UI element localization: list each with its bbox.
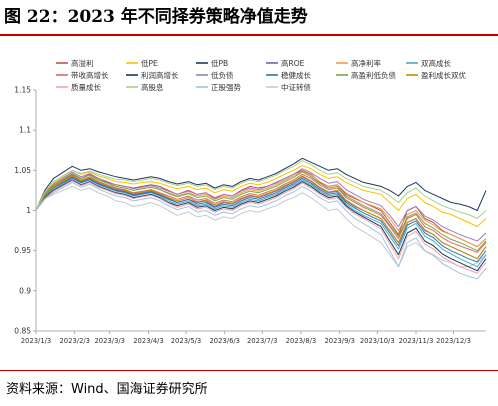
legend-label: 高溢利 bbox=[71, 58, 94, 68]
figure-title: 图 22：2023 年不同择券策略净值走势 bbox=[4, 7, 308, 27]
y-tick-label: 1.05 bbox=[14, 166, 31, 175]
footer-divider bbox=[0, 370, 498, 371]
series-line bbox=[35, 160, 487, 219]
legend-label: 低负债 bbox=[211, 70, 234, 80]
x-tick-label: 2023/10/3 bbox=[360, 337, 395, 345]
source-note: 资料来源：Wind、国海证券研究所 bbox=[6, 382, 208, 397]
series-line bbox=[35, 168, 487, 242]
legend-label: 高净利率 bbox=[351, 58, 381, 68]
y-tick-label: 0.85 bbox=[14, 327, 31, 336]
series-line bbox=[35, 181, 487, 280]
x-tick-label: 2023/3/3 bbox=[94, 337, 125, 345]
series-line bbox=[35, 171, 487, 252]
series-line bbox=[35, 173, 487, 253]
legend-label: 高盈利低负债 bbox=[351, 70, 396, 80]
legend-label: 质量成长 bbox=[71, 82, 101, 92]
x-tick-label: 2023/7/3 bbox=[247, 337, 278, 345]
x-tick-label: 2023/5/3 bbox=[171, 337, 202, 345]
x-tick-label: 2023/12/3 bbox=[436, 337, 471, 345]
series-line bbox=[35, 180, 487, 274]
series-line bbox=[35, 177, 487, 268]
legend-label: 双高成长 bbox=[421, 58, 451, 68]
y-tick-label: 1.1 bbox=[19, 126, 31, 135]
legend-label: 高股息 bbox=[141, 82, 164, 92]
legend-label: 低PB bbox=[211, 58, 228, 68]
chart-axes: 0.85 0.9 0.95 1 1.05 1.1 1.15 2023/1/3 2023/2/3 2… bbox=[14, 86, 486, 345]
y-tick-label: 0.95 bbox=[14, 246, 31, 255]
legend-label: 低PE bbox=[141, 58, 158, 68]
legend-label: 稳健成长 bbox=[281, 70, 311, 80]
y-tick-label: 1.15 bbox=[14, 86, 31, 95]
x-tick-label: 2023/2/3 bbox=[59, 337, 90, 345]
y-tick-label: 1 bbox=[26, 206, 31, 215]
x-tick-label: 2023/8/3 bbox=[286, 337, 317, 345]
series-line bbox=[35, 177, 487, 263]
legend-label: 带收高增长 bbox=[71, 70, 109, 80]
series-line bbox=[35, 185, 487, 268]
chart-series-lines bbox=[35, 157, 487, 280]
series-line bbox=[35, 175, 487, 260]
series-line bbox=[35, 157, 487, 211]
x-tick-label: 2023/6/3 bbox=[209, 337, 240, 345]
title-divider bbox=[0, 34, 498, 36]
x-tick-label: 2023/9/3 bbox=[324, 337, 355, 345]
legend-label: 利润高增长 bbox=[141, 70, 179, 80]
series-line bbox=[35, 165, 487, 228]
y-tick-label: 0.9 bbox=[19, 286, 31, 295]
x-tick-label: 2023/1/3 bbox=[21, 337, 52, 345]
legend-label: 正股强势 bbox=[211, 82, 241, 92]
series-line bbox=[35, 179, 487, 272]
legend-label: 盈利成长双优 bbox=[421, 70, 466, 80]
x-tick-label: 2023/11/3 bbox=[399, 337, 434, 345]
legend-label: 高ROE bbox=[281, 58, 305, 68]
x-tick-label: 2023/4/3 bbox=[133, 337, 164, 345]
legend-label: 中证转债 bbox=[281, 82, 311, 92]
